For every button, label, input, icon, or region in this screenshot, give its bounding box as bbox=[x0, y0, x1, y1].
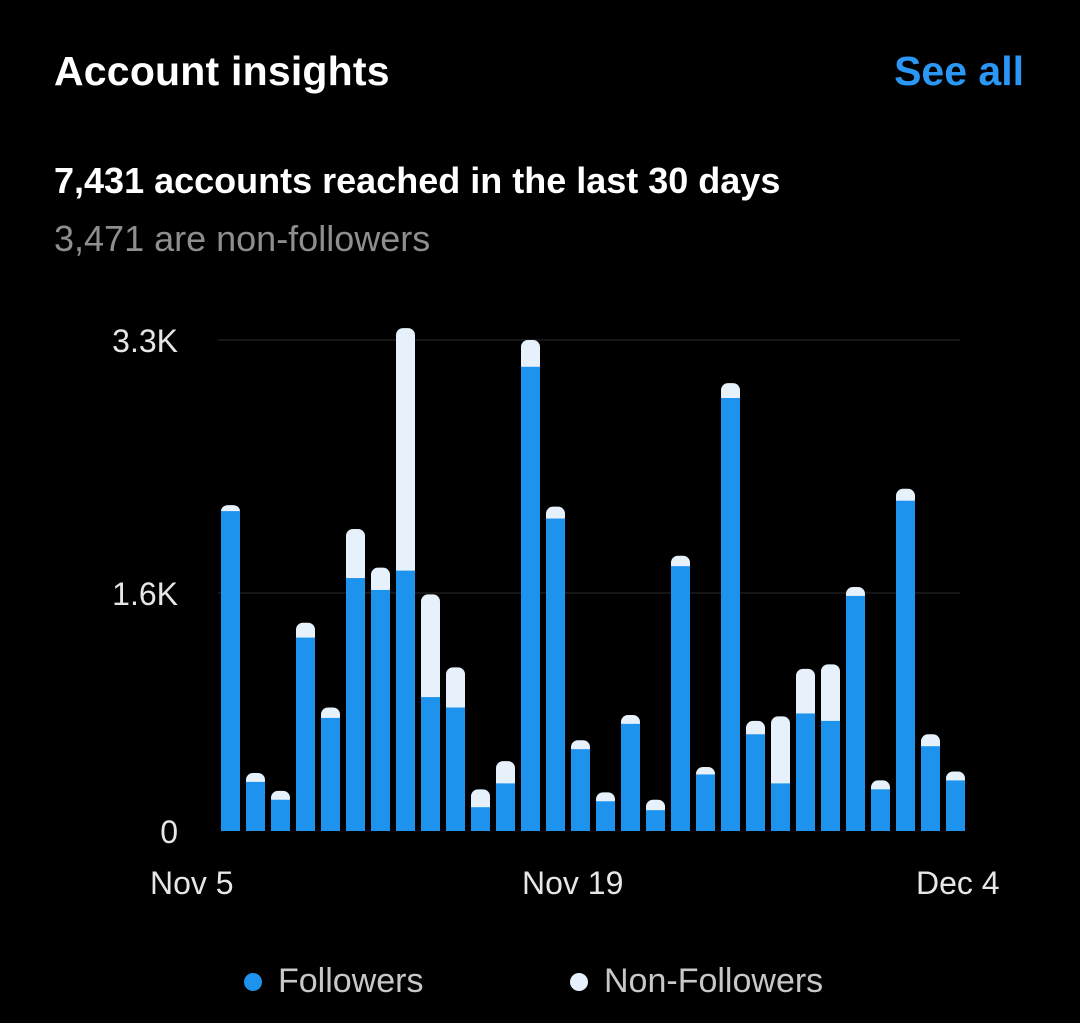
bar-followers bbox=[746, 734, 765, 831]
bar-stack bbox=[646, 799, 665, 831]
bar-non-followers bbox=[796, 668, 815, 720]
bar-non-followers bbox=[371, 567, 390, 596]
bar-stack bbox=[921, 734, 940, 831]
legend-item-followers: Followers bbox=[244, 962, 423, 1001]
bar-followers bbox=[871, 789, 890, 831]
bar-stack bbox=[271, 790, 290, 831]
bar-stack bbox=[596, 792, 615, 831]
bar-stack bbox=[846, 586, 865, 831]
bar-stack bbox=[621, 714, 640, 831]
bar-followers bbox=[396, 570, 415, 831]
bar-followers bbox=[546, 518, 565, 831]
non-followers-text: 3,471 are non-followers bbox=[54, 218, 431, 259]
section-title: Account insights bbox=[54, 48, 390, 94]
bar-stack bbox=[721, 383, 740, 831]
bar-followers bbox=[296, 637, 315, 831]
bar-followers bbox=[946, 780, 965, 831]
reach-bar-chart: 3.3K 1.6K 0 Nov 5 Nov 19 Dec 4 bbox=[112, 323, 1000, 901]
bar-followers bbox=[721, 398, 740, 831]
bar-followers bbox=[821, 720, 840, 831]
bar-followers bbox=[321, 717, 340, 831]
bar-stack bbox=[671, 555, 690, 831]
bar-followers bbox=[496, 783, 515, 831]
bar-stack bbox=[371, 567, 390, 831]
bar-stack bbox=[446, 667, 465, 831]
legend-label-followers: Followers bbox=[278, 962, 424, 1000]
see-all-link[interactable]: See all bbox=[894, 48, 1024, 94]
bar-followers bbox=[796, 713, 815, 831]
bar-followers bbox=[921, 746, 940, 831]
bar-non-followers bbox=[521, 340, 540, 373]
bar-stack bbox=[696, 767, 715, 831]
accounts-reached-text: 7,431 accounts reached in the last 30 da… bbox=[54, 160, 781, 201]
bar-stack bbox=[821, 664, 840, 831]
y-tick-label: 0 bbox=[160, 814, 178, 850]
bar-non-followers bbox=[346, 528, 365, 585]
bar-followers bbox=[221, 511, 240, 831]
bar-non-followers bbox=[496, 761, 515, 790]
bar-followers bbox=[846, 595, 865, 831]
bar-stack bbox=[221, 505, 240, 831]
bar-stack bbox=[946, 771, 965, 831]
legend-label-non-followers: Non-Followers bbox=[604, 962, 824, 1000]
bar-non-followers bbox=[771, 716, 790, 790]
bar-stack bbox=[796, 668, 815, 831]
bar-followers bbox=[521, 366, 540, 831]
bar-stack bbox=[896, 488, 915, 831]
bar-stack bbox=[521, 340, 540, 831]
bar-non-followers bbox=[396, 328, 415, 577]
bar-followers bbox=[671, 566, 690, 831]
bar-stack bbox=[546, 506, 565, 831]
non-followers-dot-icon bbox=[570, 972, 588, 991]
bar-stack bbox=[296, 622, 315, 831]
bar-non-followers bbox=[821, 664, 840, 727]
bar-followers bbox=[896, 500, 915, 831]
bar-stack bbox=[246, 772, 265, 831]
chart-legend: Followers Non-Followers bbox=[0, 962, 1080, 1012]
x-tick-label: Nov 19 bbox=[522, 865, 623, 901]
bar-stack bbox=[571, 740, 590, 831]
bar-stack bbox=[396, 328, 415, 831]
x-tick-label: Nov 5 bbox=[150, 865, 234, 901]
bar-followers bbox=[271, 799, 290, 831]
y-tick-label: 1.6K bbox=[112, 576, 178, 612]
bar-followers bbox=[771, 783, 790, 831]
bar-stack bbox=[496, 761, 515, 831]
bar-followers bbox=[246, 781, 265, 831]
y-tick-label: 3.3K bbox=[112, 323, 178, 359]
bar-followers bbox=[646, 810, 665, 831]
bar-followers bbox=[421, 697, 440, 831]
bar-followers bbox=[346, 578, 365, 831]
followers-dot-icon bbox=[244, 972, 262, 991]
bar-non-followers bbox=[421, 594, 440, 704]
bar-followers bbox=[621, 723, 640, 831]
bar-stack bbox=[321, 707, 340, 831]
bar-stack bbox=[471, 789, 490, 831]
insights-header: Account insights See all bbox=[54, 48, 1026, 108]
bar-stack bbox=[871, 780, 890, 831]
bar-followers bbox=[446, 707, 465, 831]
bar-stack bbox=[746, 720, 765, 831]
bar-followers bbox=[471, 807, 490, 831]
x-tick-label: Dec 4 bbox=[916, 865, 1000, 901]
bar-followers bbox=[571, 749, 590, 831]
bar-followers bbox=[596, 801, 615, 831]
bar-non-followers bbox=[446, 667, 465, 714]
bar-followers bbox=[696, 774, 715, 831]
bar-stack bbox=[421, 594, 440, 831]
bar-followers bbox=[371, 589, 390, 831]
bar-stack bbox=[771, 716, 790, 831]
bar-stack bbox=[346, 528, 365, 831]
legend-item-non-followers: Non-Followers bbox=[570, 962, 823, 1001]
